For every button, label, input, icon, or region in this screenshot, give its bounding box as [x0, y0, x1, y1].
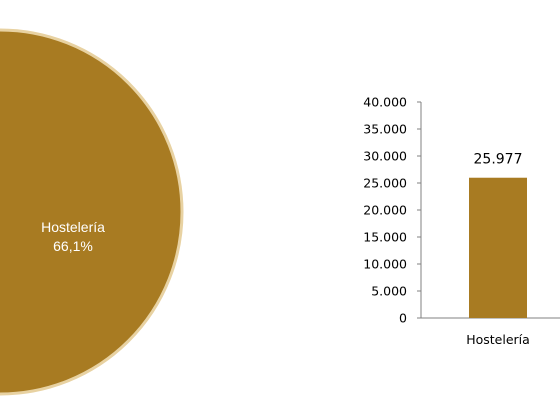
bars: 25.977 Hostelería — [466, 152, 530, 347]
bar-hosteleria — [469, 177, 527, 318]
y-tick-label: 25.000 — [363, 176, 407, 191]
y-tick-label: 0 — [399, 311, 407, 326]
y-tick-label: 40.000 — [363, 95, 407, 110]
y-axis-ticks: 0 5.000 10.000 15.000 20.000 25.000 30.000 35.0… — [363, 95, 421, 326]
y-tick-label: 20.000 — [363, 203, 407, 218]
y-tick-label: 5.000 — [371, 284, 407, 299]
y-tick-label: 35.000 — [363, 122, 407, 137]
y-tick-label: 10.000 — [363, 257, 407, 272]
pie-slice-label: Hostelería — [41, 219, 105, 235]
bar-data-label: 25.977 — [474, 152, 523, 168]
bar-chart: 0 5.000 10.000 15.000 20.000 25.000 30.000 35.0… — [363, 95, 560, 347]
pie-slice-value-label: 66,1% — [53, 238, 93, 254]
y-tick-label: 15.000 — [363, 230, 407, 245]
pie-chart: Hostelería 66,1% — [0, 28, 184, 396]
x-category-label: Hostelería — [466, 332, 530, 347]
pie-slice-hosteleria — [0, 28, 184, 396]
y-tick-label: 30.000 — [363, 149, 407, 164]
